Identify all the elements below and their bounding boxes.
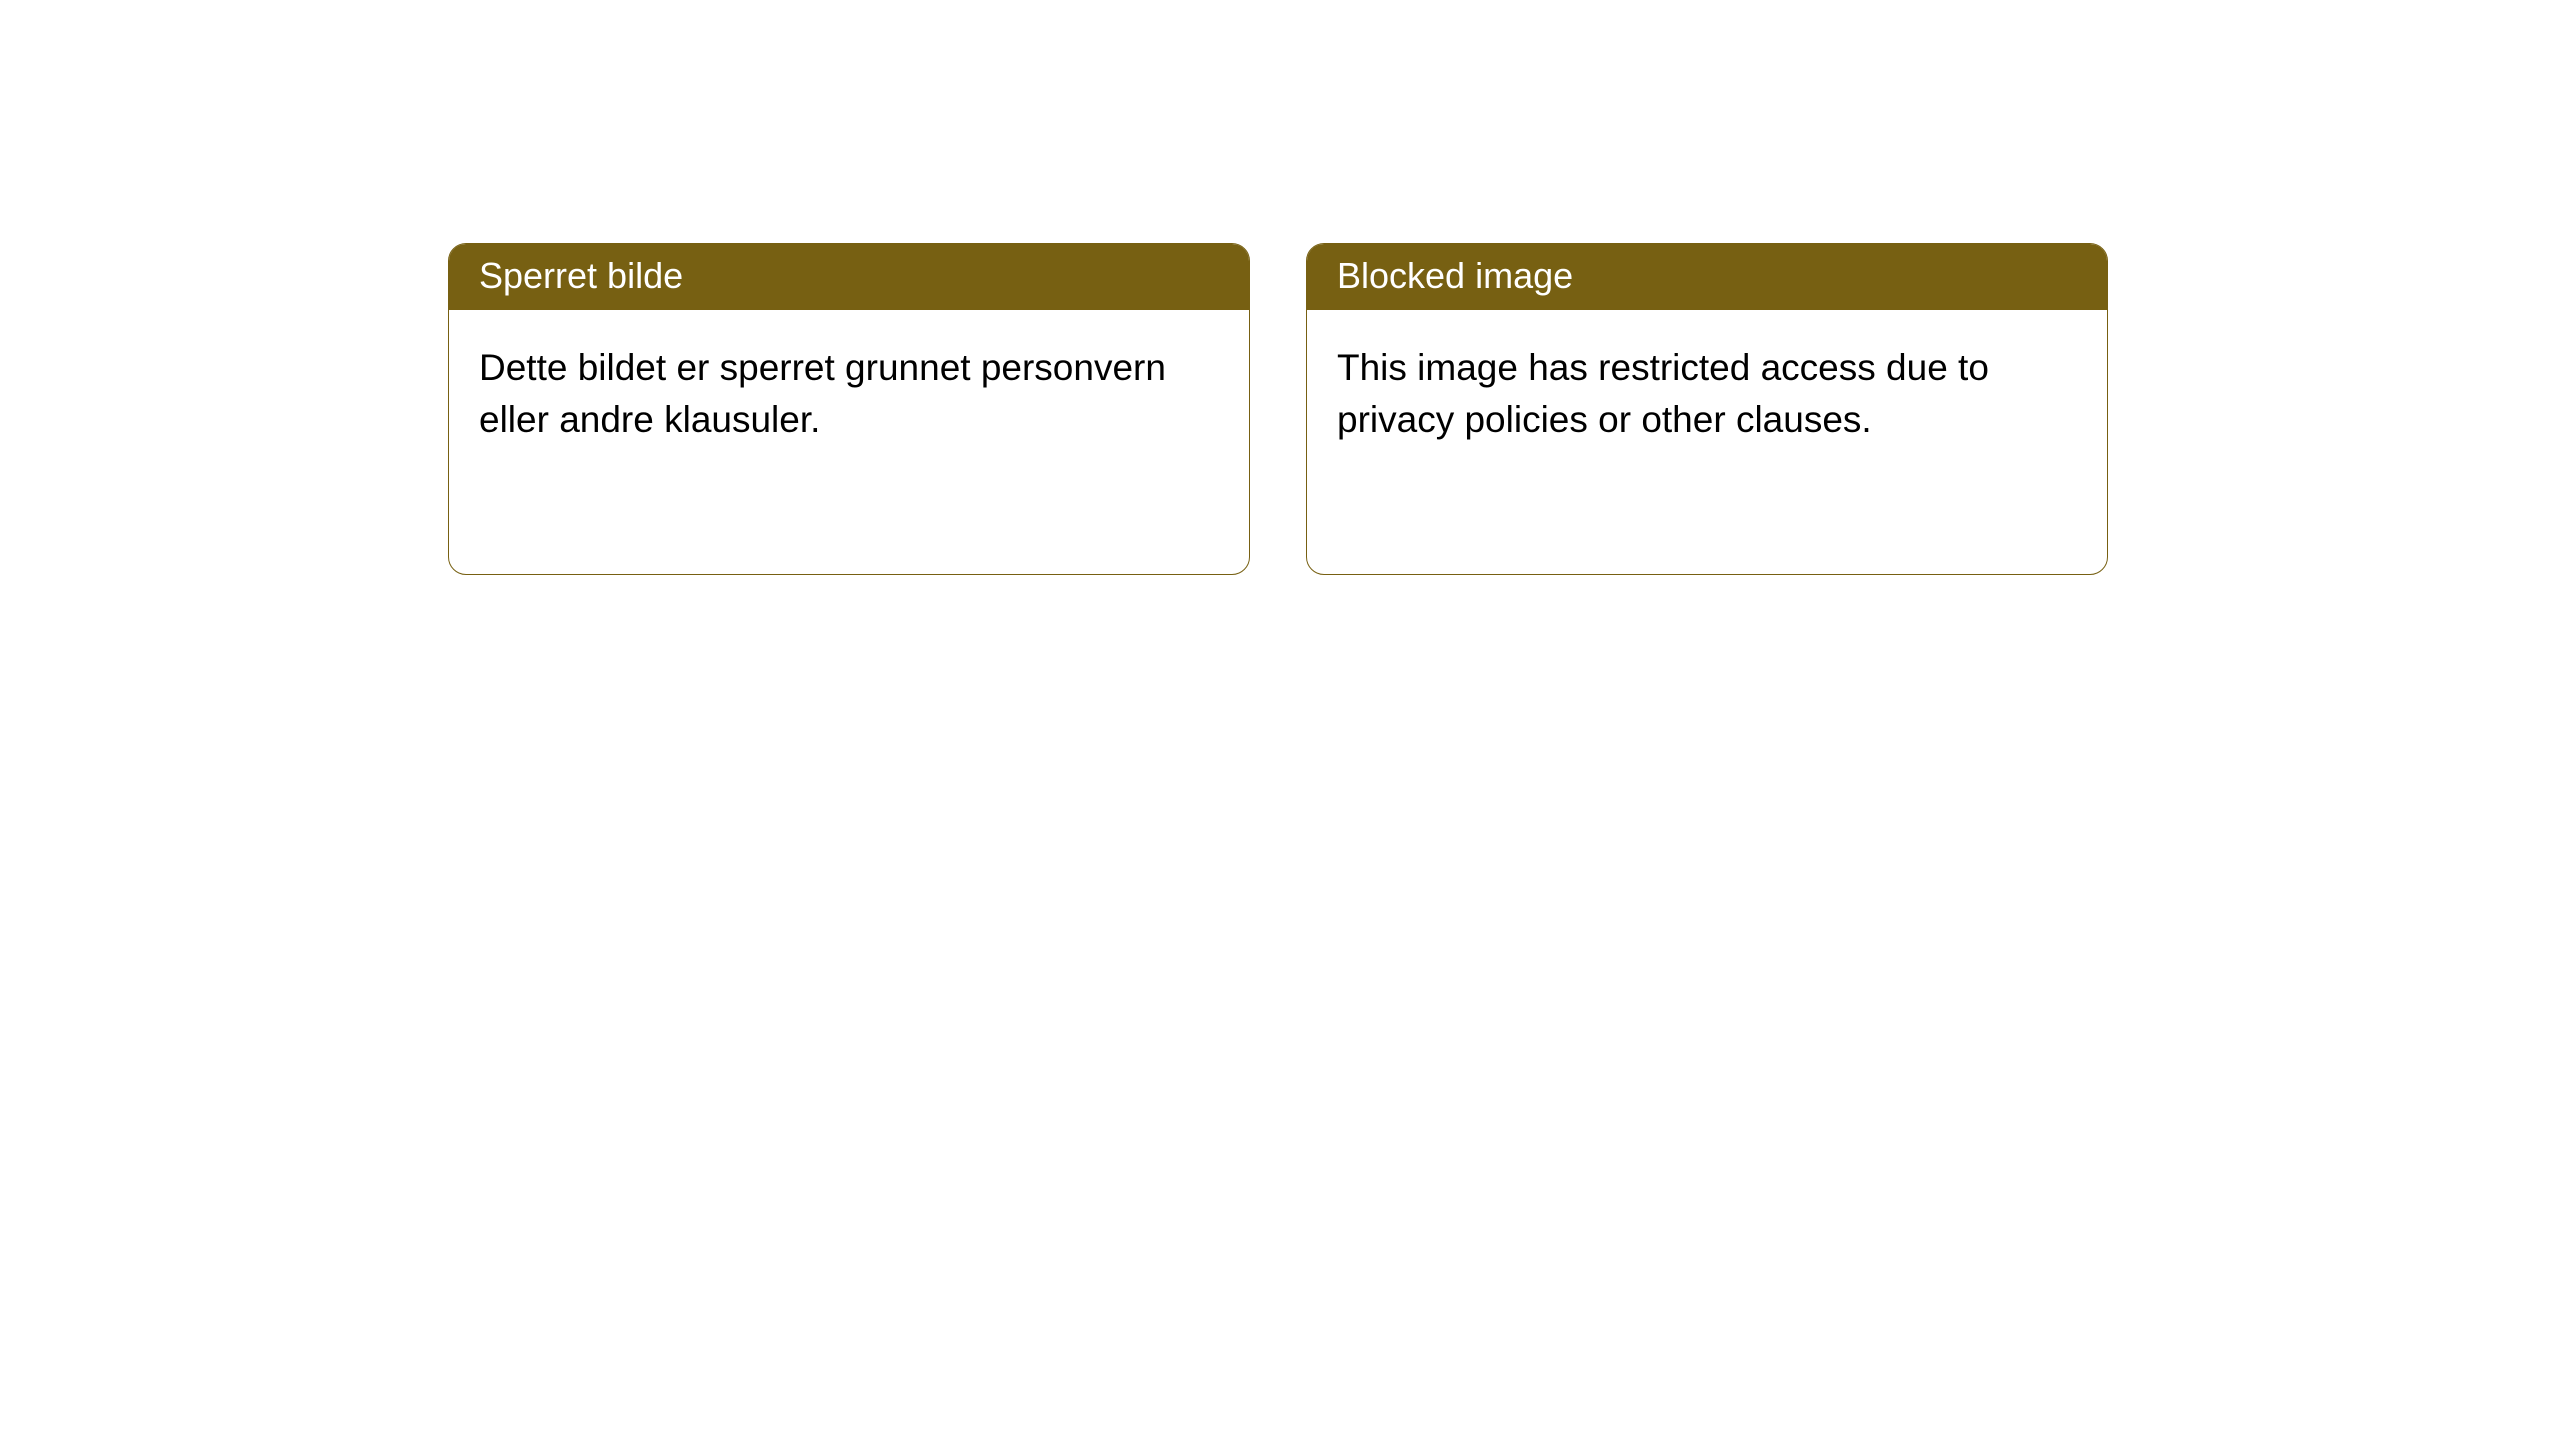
card-title: Blocked image	[1307, 244, 2107, 310]
notice-card-norwegian: Sperret bilde Dette bildet er sperret gr…	[448, 243, 1250, 575]
notice-card-english: Blocked image This image has restricted …	[1306, 243, 2108, 575]
card-body-text: This image has restricted access due to …	[1307, 310, 2107, 467]
notice-container: Sperret bilde Dette bildet er sperret gr…	[0, 0, 2560, 575]
card-body-text: Dette bildet er sperret grunnet personve…	[449, 310, 1249, 467]
card-title: Sperret bilde	[449, 244, 1249, 310]
